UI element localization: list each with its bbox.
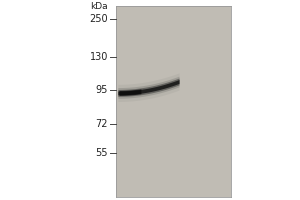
Text: 72: 72 [95,119,108,129]
Text: 130: 130 [90,52,108,62]
Text: 95: 95 [96,85,108,95]
Text: 55: 55 [95,148,108,158]
Text: 250: 250 [89,14,108,24]
Text: kDa: kDa [90,2,108,11]
